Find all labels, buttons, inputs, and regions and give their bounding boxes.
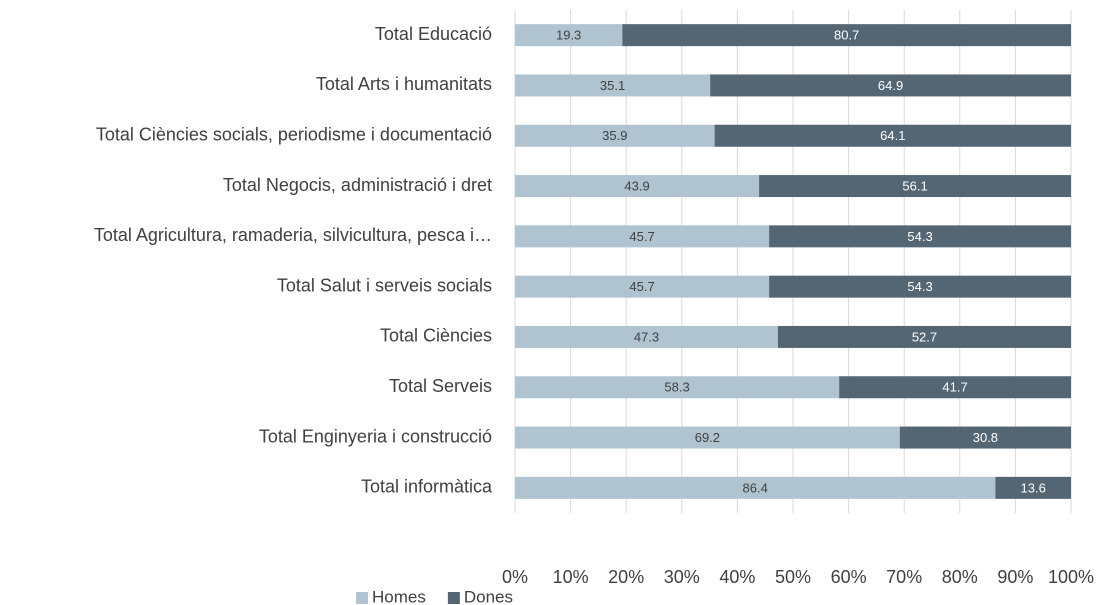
bar-segment	[995, 476, 1071, 499]
bar-segment	[714, 124, 1071, 147]
data-label: 86.4	[743, 480, 768, 495]
bar-segment	[515, 426, 900, 449]
data-label: 52.7	[912, 329, 937, 344]
data-label: 19.3	[556, 28, 581, 43]
legend-swatch	[356, 592, 368, 604]
data-label: 80.7	[834, 28, 859, 43]
bar-segment	[769, 275, 1071, 298]
y-tick-label: Total Agricultura, ramaderia, silvicultu…	[94, 225, 492, 245]
x-tick-label: 100%	[1048, 567, 1094, 587]
bar-segment	[515, 124, 715, 147]
data-label: 64.1	[880, 128, 905, 143]
y-tick-label: Total informàtica	[361, 477, 493, 497]
data-label: 35.9	[602, 128, 627, 143]
bar-segment	[515, 325, 778, 348]
bar-segment	[622, 24, 1071, 47]
x-tick-label: 50%	[775, 567, 811, 587]
x-tick-label: 60%	[831, 567, 867, 587]
data-label: 64.9	[878, 78, 903, 93]
data-label: 43.9	[624, 178, 649, 193]
bar-segment	[710, 74, 1071, 97]
data-label: 30.8	[973, 430, 998, 445]
data-label: 45.7	[629, 229, 654, 244]
x-tick-label: 0%	[502, 567, 528, 587]
y-tick-label: Total Ciències socials, periodisme i doc…	[96, 125, 492, 145]
bar-segment	[515, 476, 996, 499]
data-label: 54.3	[907, 279, 932, 294]
x-tick-label: 90%	[997, 567, 1033, 587]
y-tick-label: Total Ciències	[380, 326, 492, 346]
bar-segment	[839, 376, 1071, 399]
data-label: 58.3	[664, 380, 689, 395]
data-label: 56.1	[902, 178, 927, 193]
y-tick-label: Total Arts i humanitats	[316, 74, 492, 94]
bar-segment	[515, 275, 770, 298]
y-tick-label: Total Negocis, administració i dret	[223, 175, 492, 195]
bar-segment	[899, 426, 1071, 449]
legend-label: Dones	[464, 587, 513, 605]
data-label: 47.3	[634, 329, 659, 344]
x-tick-label: 70%	[886, 567, 922, 587]
y-tick-label: Total Salut i serveis socials	[277, 275, 492, 295]
x-tick-label: 10%	[553, 567, 589, 587]
x-tick-label: 80%	[942, 567, 978, 587]
data-label: 54.3	[907, 229, 932, 244]
data-label: 13.6	[1021, 480, 1046, 495]
x-tick-label: 20%	[608, 567, 644, 587]
y-tick-label: Total Enginyeria i construcció	[259, 426, 492, 446]
y-tick-label: Total Educació	[375, 24, 492, 44]
bar-segment	[759, 175, 1071, 198]
bar-segment	[515, 24, 623, 47]
data-label: 69.2	[695, 430, 720, 445]
x-tick-label: 40%	[719, 567, 755, 587]
legend-swatch	[447, 592, 460, 604]
data-label: 41.7	[942, 380, 967, 395]
x-tick-label: 30%	[664, 567, 700, 587]
data-label: 35.1	[600, 78, 625, 93]
bar-segment	[769, 225, 1071, 248]
legend-label: Homes	[372, 587, 426, 605]
bar-segment	[515, 74, 711, 97]
bar-segment	[515, 376, 840, 399]
bar-segment	[777, 325, 1071, 348]
bar-segment	[515, 225, 770, 248]
bar-segment	[515, 175, 760, 198]
y-tick-label: Total Serveis	[389, 376, 492, 396]
data-label: 45.7	[629, 279, 654, 294]
